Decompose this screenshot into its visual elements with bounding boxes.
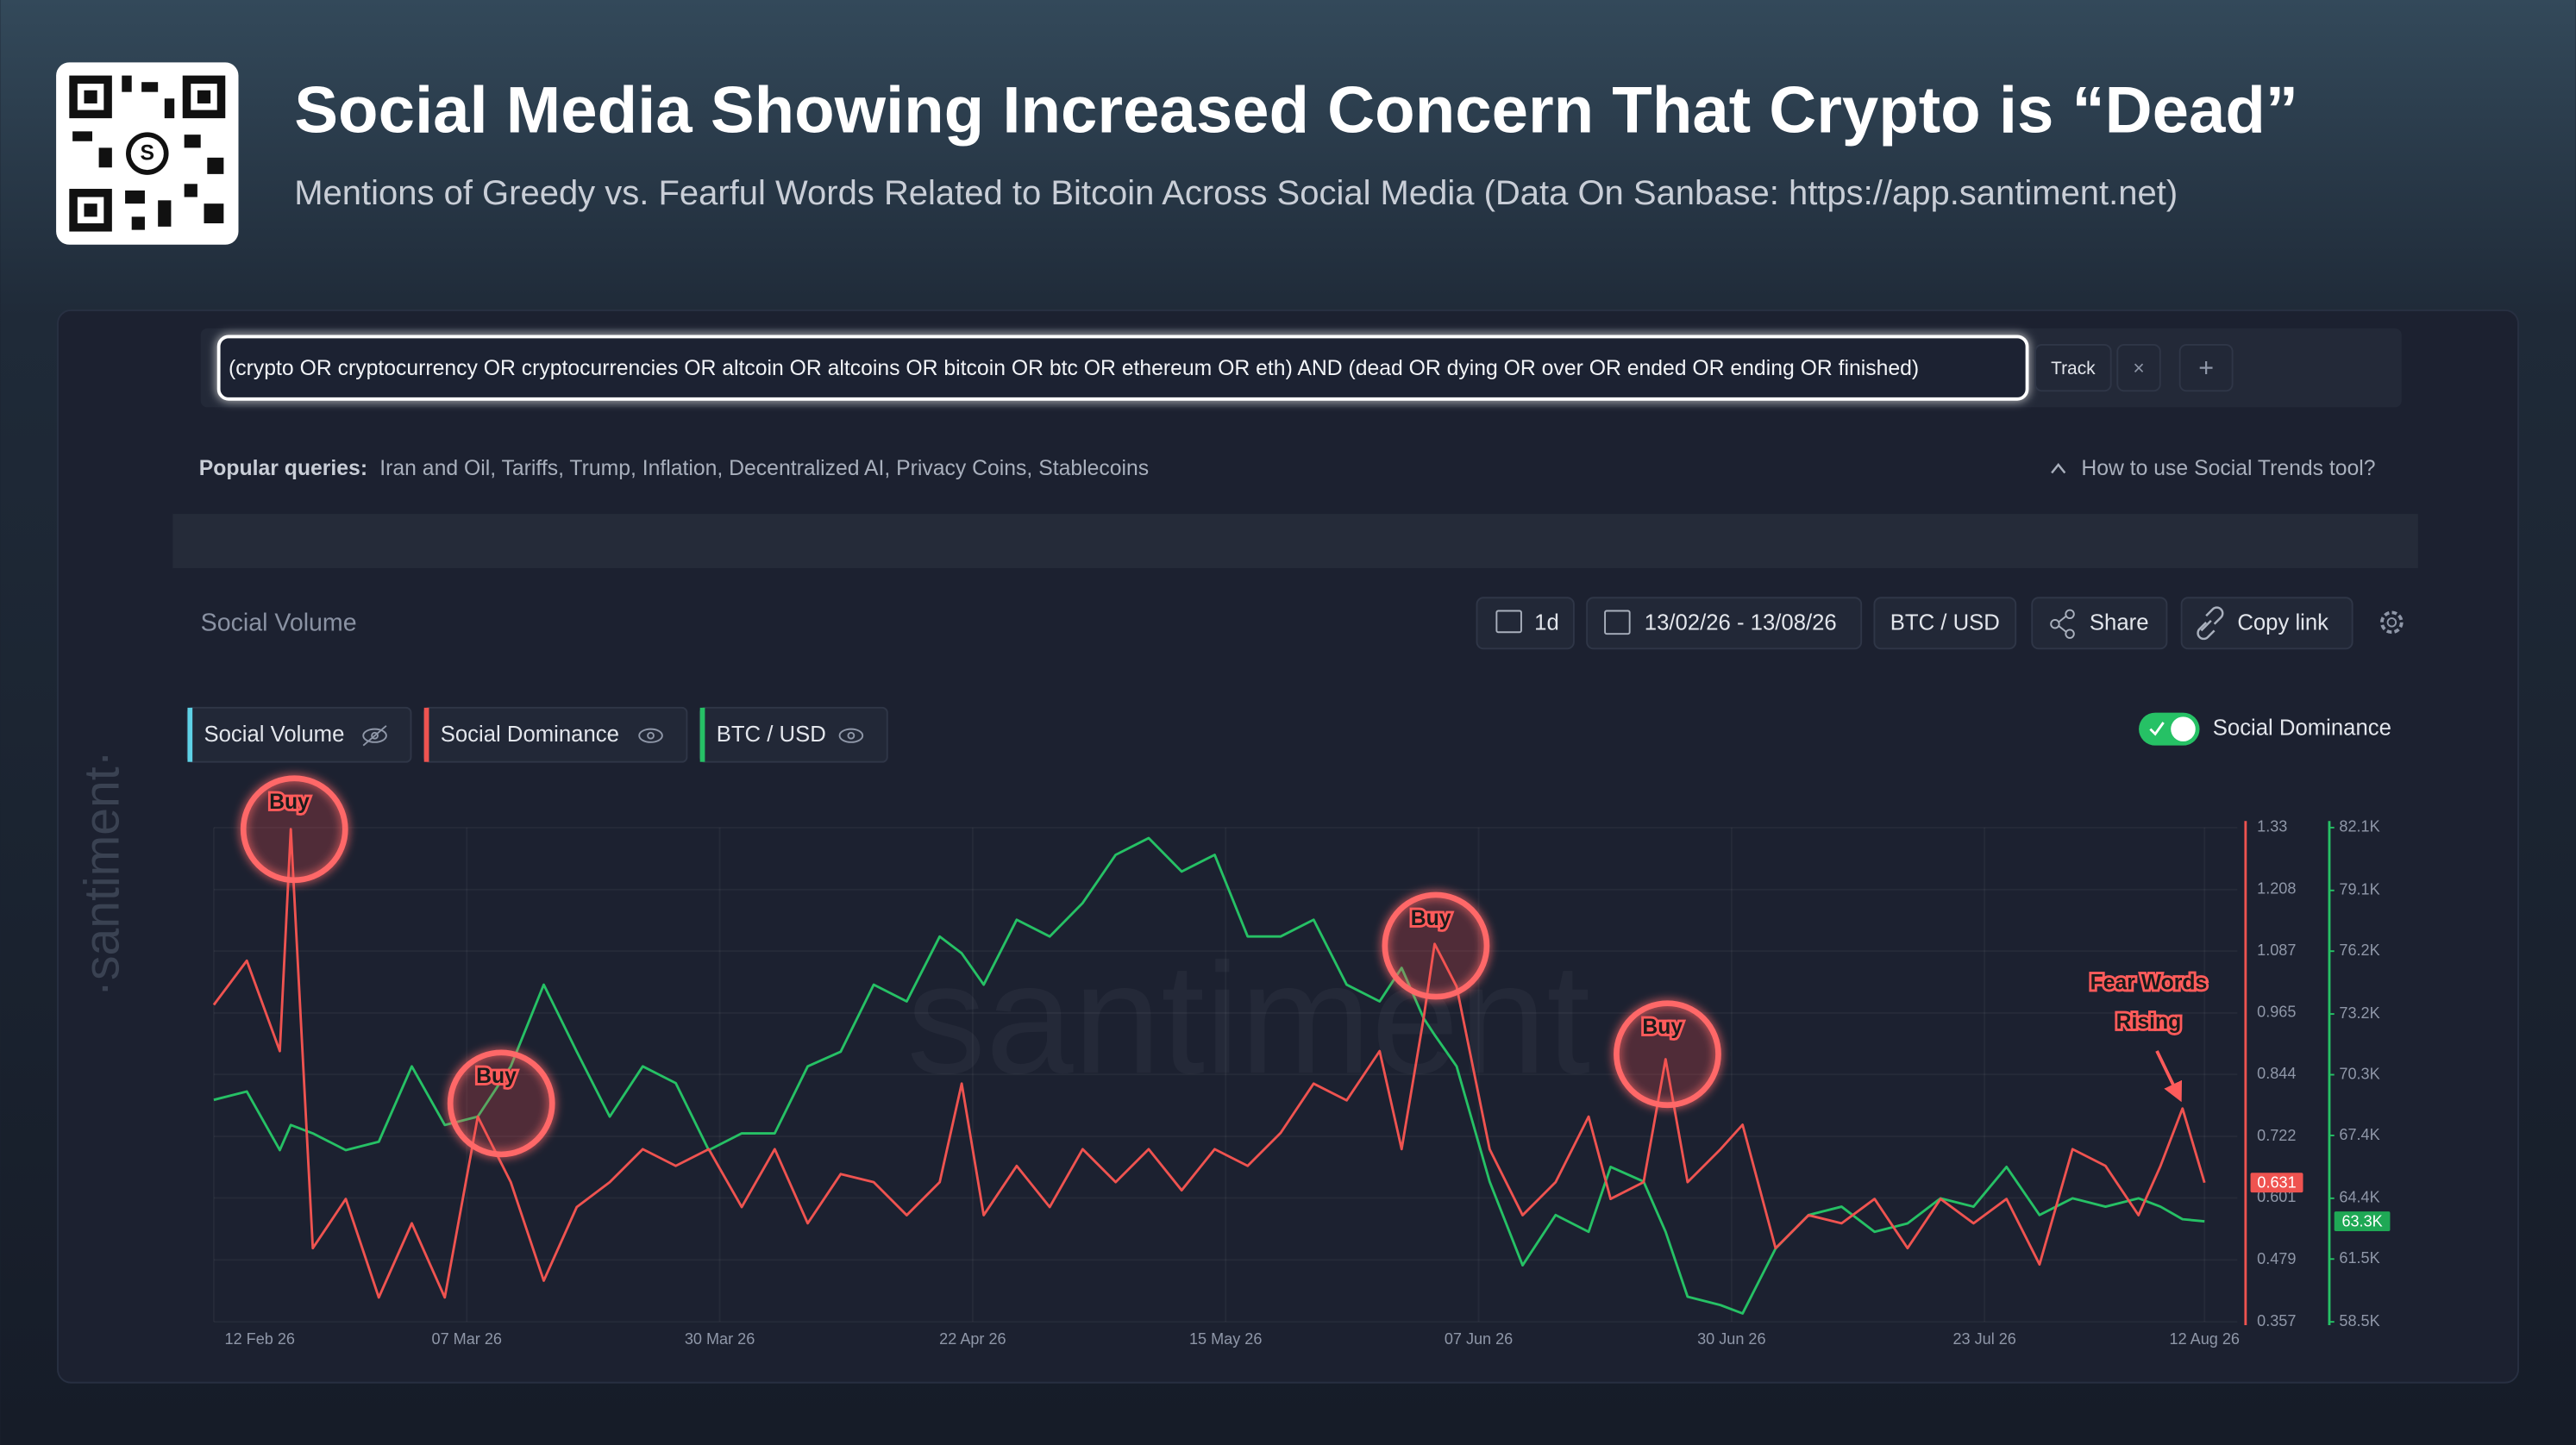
y-tick-label: 1.33 [2257, 818, 2287, 835]
x-tick-label: 22 Apr 26 [939, 1330, 1006, 1348]
interval-icon [1495, 610, 1522, 634]
y2-tick-label: 67.4K [2339, 1126, 2379, 1143]
y-tick-label: 1.087 [2257, 941, 2296, 959]
title: Social Media Showing Increased Concern T… [294, 73, 2298, 147]
qr-code: S [56, 62, 239, 245]
y-tick-label: 1.208 [2257, 880, 2296, 898]
x-tick-label: 07 Mar 26 [432, 1330, 502, 1348]
x-tick-label: 30 Mar 26 [685, 1330, 755, 1348]
annotation-circle [1614, 1000, 1721, 1109]
y2-tick-label: 61.5K [2339, 1249, 2379, 1267]
y2-tick-label: 79.1K [2339, 881, 2379, 898]
annotation-label: Buy [476, 1065, 517, 1088]
legend-label: Social Volume [204, 722, 345, 747]
popular-label: Popular queries: [199, 457, 367, 480]
interval-label: 1d [1534, 611, 1559, 635]
y2-tick-label: 82.1K [2339, 818, 2379, 835]
toggle-label: Social Dominance [2213, 716, 2391, 740]
eye-icon [838, 728, 864, 743]
legend-label: BTC / USD [717, 722, 826, 747]
x-tick-label: 23 Jul 26 [1952, 1330, 2015, 1348]
range-label: 13/02/26 - 13/08/26 [1645, 611, 1837, 635]
y2-tick-label: 58.5K [2339, 1312, 2379, 1329]
annotation-circle [240, 775, 348, 884]
remove-button[interactable] [2116, 344, 2161, 392]
y2-tick-label: 76.2K [2339, 941, 2379, 959]
watermark-side: ·santiment· [74, 750, 129, 997]
popular-items[interactable]: Iran and Oil, Tariffs, Trump, Inflation,… [379, 457, 1149, 480]
y2-tick-label: 70.3K [2339, 1065, 2379, 1082]
settings-button[interactable] [2380, 610, 2404, 635]
y-tick-label: 0.479 [2257, 1250, 2296, 1267]
legend-label: Social Dominance [441, 722, 619, 747]
svg-text:S: S [141, 142, 155, 166]
chart: 1.33 1.208 1.087 0.965 0.844 0.722 0.601 0.479 0… [212, 775, 2391, 1348]
legend-swatch [187, 707, 193, 762]
series-line [212, 828, 2206, 1299]
y-tick-label: 0.844 [2257, 1065, 2296, 1082]
share-icon [2050, 609, 2075, 639]
last-value-badge [2250, 1173, 2303, 1193]
x-tick-label: 15 May 26 [1189, 1330, 1262, 1348]
y-tick-label: 0.601 [2257, 1188, 2296, 1205]
legend-swatch [423, 707, 429, 762]
pair-button[interactable] [1873, 597, 2017, 650]
x-tick-label: 12 Aug 26 [2170, 1330, 2240, 1348]
eye-icon [638, 728, 663, 743]
series-line [213, 836, 2205, 1315]
share-label: Share [2090, 611, 2149, 635]
gray-band [172, 514, 2418, 568]
add-label: + [2198, 353, 2214, 383]
y-tick-label: 0.357 [2257, 1312, 2296, 1329]
pair-label: BTC / USD [1890, 611, 2000, 635]
remove-label: × [2133, 357, 2144, 379]
annotation-label: Buy [1411, 907, 1451, 930]
caret-icon [2051, 463, 2066, 474]
y2-tick-label: 64.4K [2339, 1189, 2379, 1206]
annotation-label: Buy [269, 791, 310, 814]
subtitle: Mentions of Greedy vs. Fearful Words Rel… [294, 174, 2178, 212]
track-button[interactable] [2034, 344, 2112, 392]
calendar-icon [1604, 610, 1631, 635]
y2-tick-label: 73.2K [2339, 1004, 2379, 1022]
query-text: (crypto OR cryptocurrency OR cryptocurre… [229, 357, 1919, 380]
track-label: Track [2051, 359, 2096, 378]
range-button[interactable] [1586, 597, 1863, 650]
annotation-arrow [2155, 1050, 2183, 1103]
last-value-label: 0.631 [2257, 1173, 2296, 1191]
eye-off-icon [362, 725, 387, 747]
legend-swatch [699, 707, 705, 762]
annotation-circle [447, 1049, 555, 1158]
add-button[interactable] [2178, 344, 2234, 392]
y-tick-label: 0.965 [2257, 1004, 2296, 1021]
copy-button[interactable] [2180, 597, 2353, 650]
help-link[interactable]: How to use Social Trends tool? [2081, 457, 2375, 480]
copy-label: Copy link [2237, 611, 2328, 635]
annotation-label: Fear Words [2090, 971, 2208, 994]
annotation-label: Rising [2116, 1010, 2182, 1034]
last-value-badge [2334, 1211, 2391, 1231]
panel [57, 310, 2519, 1384]
link-icon [2197, 606, 2224, 641]
last-value-label: 63.3K [2341, 1212, 2382, 1229]
toggle[interactable] [2139, 712, 2200, 746]
x-tick-label: 30 Jun 26 [1697, 1330, 1765, 1348]
annotation-circle [1382, 891, 1490, 1000]
legend: Social Volume Social Dominance BTC / USD [186, 706, 888, 763]
x-tick-label: 07 Jun 26 [1445, 1330, 1513, 1348]
query-input[interactable] [216, 335, 2029, 401]
y-tick-label: 0.722 [2257, 1127, 2296, 1144]
annotation-label: Buy [1642, 1016, 1683, 1039]
interval-button[interactable] [1476, 597, 1575, 650]
x-tick-label: 12 Feb 26 [225, 1330, 295, 1348]
panel-title: Social Volume [201, 609, 357, 636]
